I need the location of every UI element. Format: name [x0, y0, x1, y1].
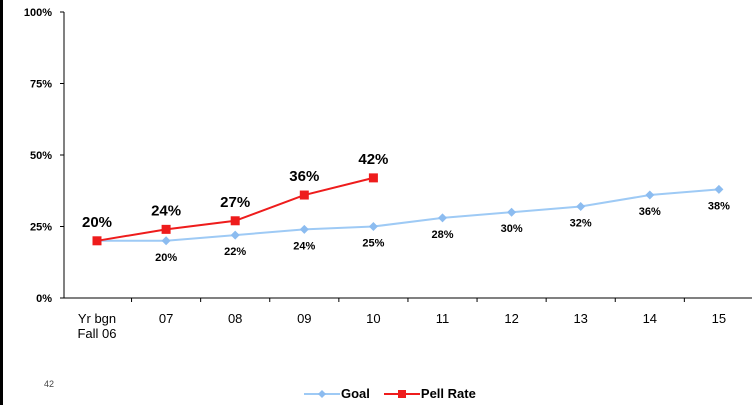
goal-point	[230, 230, 240, 240]
goal-data-label: 24%	[293, 240, 315, 252]
goal-data-label: 32%	[570, 217, 592, 229]
x-tick-label: 14	[643, 311, 657, 326]
goal-data-label: 20%	[155, 252, 177, 264]
pell-rate-point	[92, 236, 102, 246]
slide-left-border	[0, 0, 3, 405]
x-tick-label: 13	[573, 311, 587, 326]
goal-point	[161, 236, 171, 246]
x-tick-label: 10	[366, 311, 380, 326]
goal-data-label: 36%	[639, 206, 661, 218]
goal-point	[438, 213, 447, 223]
pell-rate-data-label: 24%	[151, 202, 181, 219]
y-tick-label: 100%	[24, 7, 52, 19]
y-tick-label: 0%	[36, 293, 52, 305]
pell-rate-data-label: 42%	[358, 151, 388, 168]
chart-legend: Goal Pell Rate	[304, 386, 490, 401]
goal-series-line	[97, 188, 719, 242]
pell-rate-data-label: 36%	[289, 168, 319, 185]
goal-point	[368, 222, 378, 231]
goal-point	[507, 207, 517, 217]
pell-rate-point	[368, 173, 378, 183]
goal-point	[299, 224, 309, 234]
goal-point	[576, 201, 586, 211]
goal-point	[645, 190, 655, 200]
pell-rate-point	[299, 190, 309, 200]
x-tick-label: 07	[159, 311, 173, 326]
x-tick-label: 12	[504, 311, 518, 326]
x-tick-label: 15	[712, 311, 726, 326]
goal-data-label: 22%	[224, 246, 246, 258]
x-tick-label: 08	[228, 311, 242, 326]
x-tick-label: 11	[436, 311, 450, 326]
legend-pell-rate-swatch	[383, 389, 420, 398]
pell-rate-data-label: 20%	[82, 214, 112, 231]
y-tick-label: 75%	[30, 79, 52, 91]
goal-data-label: 25%	[362, 238, 384, 250]
legend-pell-rate-label: Pell Rate	[420, 386, 476, 401]
x-tick-label: Yr bgn	[78, 311, 116, 326]
page-number: 42	[44, 379, 55, 389]
pell-rate-point	[161, 224, 171, 234]
x-tick-label: Fall 06	[77, 326, 116, 341]
legend-item-goal: Goal	[304, 386, 370, 401]
legend-item-pell-rate: Pell Rate	[383, 386, 476, 401]
goal-data-label: 30%	[501, 223, 523, 235]
x-tick-label: 09	[297, 311, 311, 326]
y-tick-label: 25%	[30, 222, 52, 234]
legend-goal-swatch	[304, 389, 340, 398]
legend-goal-label: Goal	[341, 386, 370, 401]
pell-rate-point	[230, 216, 240, 226]
goal-point	[714, 184, 724, 194]
goal-data-label: 28%	[431, 229, 453, 241]
goal-data-label: 38%	[708, 200, 730, 212]
y-tick-label: 50%	[30, 150, 52, 162]
pell-rate-data-label: 27%	[220, 194, 250, 211]
